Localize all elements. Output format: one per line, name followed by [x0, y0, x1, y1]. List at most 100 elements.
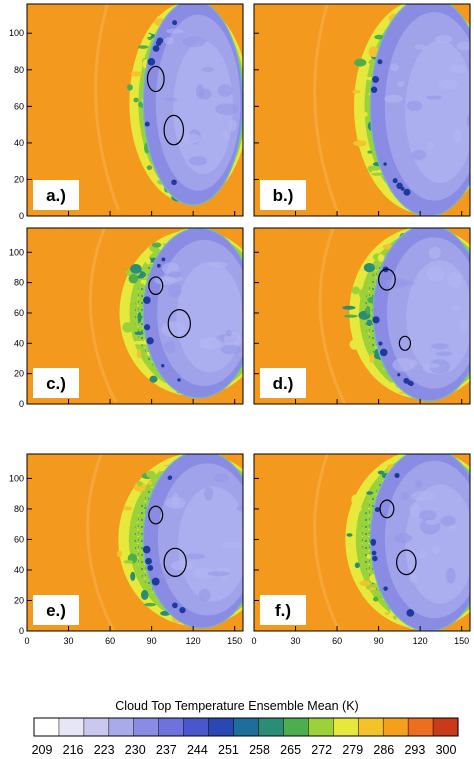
panel-frame [26, 3, 244, 217]
cold-spot [145, 557, 152, 565]
cloud-shield [142, 4, 243, 206]
cloud-texture [166, 28, 184, 34]
y-tick-label: 0 [19, 211, 24, 221]
cold-spot [383, 162, 387, 166]
y-tick-label: 100 [9, 473, 24, 483]
cloud-texture [221, 130, 229, 139]
cloud-texture [456, 41, 470, 51]
cold-spot [377, 59, 383, 65]
outflow-arc [313, 4, 341, 216]
cloud-texture [445, 567, 456, 584]
fringe-blob [116, 550, 122, 558]
colorbar-swatch [308, 717, 334, 737]
x-tick-label: 120 [413, 636, 428, 646]
cloud-texture [207, 571, 230, 577]
cloud-texture [426, 95, 442, 100]
panel-b: b.) [253, 3, 471, 217]
cloud-shield [372, 228, 470, 402]
fringe-blob [373, 596, 379, 602]
cloud-texture [392, 357, 415, 372]
colorbar-tick-label: 286 [373, 743, 394, 757]
colorbar-swatch [133, 717, 160, 737]
fringe-blob [148, 480, 153, 486]
fringe-blob [369, 587, 376, 591]
x-tick-label: 150 [227, 636, 242, 646]
cold-spot [372, 75, 380, 83]
cold-spot [172, 602, 178, 609]
fringe-blob [146, 470, 156, 478]
colorbar-swatch [108, 717, 135, 737]
fringe-blob [367, 150, 373, 154]
panel-grid: a.) 0 20 40 60 80 100 b.) c.) 0 20 40 60 80 100 d.) e.) 0… [9, 3, 471, 646]
panel-label-text: b.) [273, 186, 294, 205]
fringe-blob [365, 305, 371, 315]
cloud-core [406, 260, 470, 375]
cloud-texture [406, 100, 423, 111]
cloud-texture [220, 541, 243, 549]
cloud-texture [414, 44, 427, 50]
cloud-shield [142, 454, 243, 629]
cloud-texture [409, 502, 421, 518]
y-tick-label: 100 [9, 247, 24, 257]
cloud-texture [170, 560, 194, 571]
fringe-blob [122, 322, 134, 333]
panel-c: c.) 0 20 40 60 80 100 [9, 227, 244, 409]
fringe-blob [357, 111, 368, 118]
colorbar-tick-label: 272 [311, 743, 332, 757]
cloud-texture [409, 574, 418, 583]
panel-label-text: c.) [46, 374, 66, 393]
cloud-texture [421, 363, 440, 369]
cloud-texture [203, 487, 214, 501]
fringe-blob [145, 257, 151, 265]
colorbar-tick-label: 237 [156, 743, 177, 757]
fringe-blob [123, 560, 134, 564]
x-tick-label: 60 [332, 636, 342, 646]
colorbar-swatch [382, 717, 409, 737]
cloud-texture [196, 84, 205, 99]
cloud-shield [369, 454, 470, 631]
fringe-blob [352, 89, 361, 94]
panel-a: a.) 0 20 40 60 80 100 [9, 3, 244, 221]
cloud-texture [182, 36, 206, 48]
fringe-blob [374, 34, 385, 40]
colorbar-swatch [33, 717, 60, 737]
cloud-texture [164, 97, 178, 102]
colorbar: Cloud Top Temperature Ensemble Mean (K) 2… [32, 699, 459, 757]
panel-f: f.) 0 30 60 90 120 150 [251, 453, 471, 646]
marker-circle [398, 335, 412, 351]
x-tick-label: 90 [147, 636, 157, 646]
cloud-texture [390, 63, 399, 72]
fringe-blob [136, 480, 143, 487]
cloud-texture [213, 473, 229, 483]
cloud-texture [215, 103, 239, 115]
panel-field [88, 228, 243, 403]
fringe-blob [130, 71, 143, 77]
panel-label: e.) [33, 595, 79, 625]
cloud-texture [165, 496, 186, 509]
colorbar-tick-label: 244 [187, 743, 208, 757]
panel-label: d.) [260, 368, 306, 398]
x-tick-label: 150 [454, 636, 469, 646]
cold-spot [171, 179, 177, 186]
cloud-texture [452, 129, 462, 143]
panel-d: d.) [253, 227, 471, 405]
cold-spot [161, 257, 166, 262]
x-tick-label: 0 [251, 636, 256, 646]
marker-circle [396, 549, 417, 576]
cloud-texture [217, 84, 233, 97]
colorbar-tick-label: 265 [280, 743, 301, 757]
panel-frame [26, 453, 244, 632]
panel-label-text: d.) [273, 374, 294, 393]
cold-spot [380, 348, 388, 357]
colorbar-swatch [357, 717, 384, 737]
fringe-blob [151, 242, 162, 248]
cold-spot [161, 364, 165, 368]
colorbar-frame [33, 717, 459, 737]
x-tick-label: 60 [105, 636, 115, 646]
cloud-shield [142, 228, 243, 399]
colorbar-swatch [333, 717, 359, 737]
cloud-texture [411, 491, 436, 501]
fringe-blob [145, 33, 152, 38]
cloud-texture [199, 340, 212, 349]
y-tick-label: 0 [19, 626, 24, 636]
